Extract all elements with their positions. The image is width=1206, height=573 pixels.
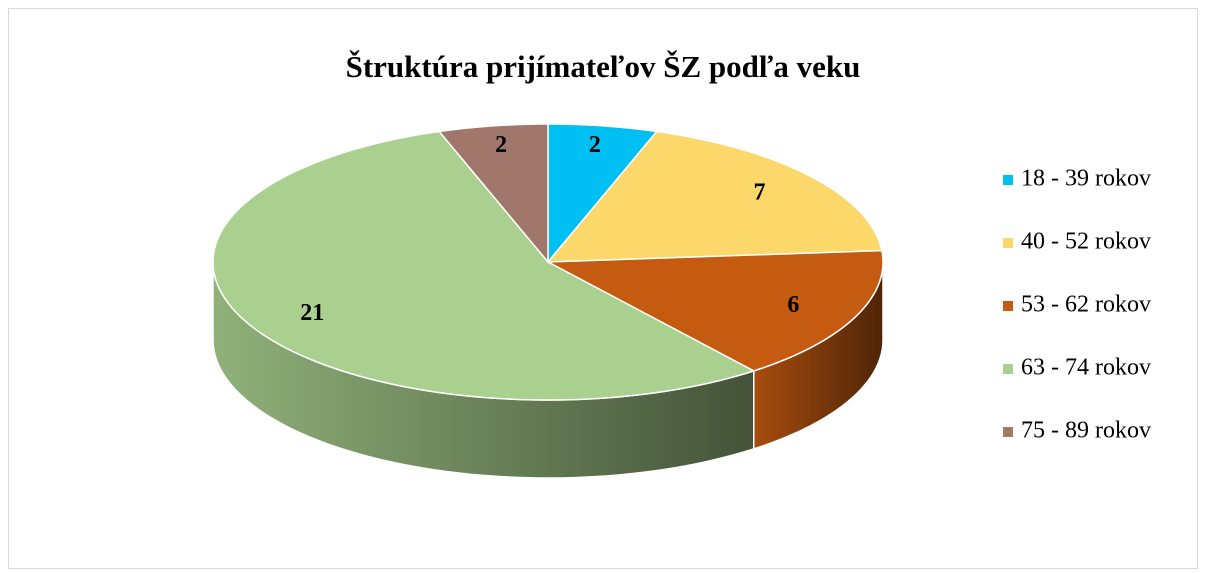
slice xyxy=(545,249,884,372)
legend-label: 53 - 62 rokov xyxy=(1021,292,1151,318)
data-label: 21 xyxy=(300,300,324,326)
legend-label: 40 - 52 rokov xyxy=(1021,229,1151,255)
legend-label: 18 - 39 rokov xyxy=(1021,166,1151,192)
data-label: 2 xyxy=(495,132,507,158)
legend-label: 75 - 89 rokov xyxy=(1021,418,1151,444)
legend-swatch xyxy=(1003,364,1013,374)
slice xyxy=(212,130,756,401)
legend-swatch xyxy=(1003,427,1013,437)
legend-swatch xyxy=(1003,175,1013,185)
legend-swatch xyxy=(1003,301,1013,311)
legend-swatch xyxy=(1003,238,1013,248)
slice xyxy=(437,123,549,265)
data-label: 6 xyxy=(787,292,799,318)
data-label: 2 xyxy=(589,132,601,158)
slice xyxy=(547,123,659,265)
data-label: 7 xyxy=(753,180,765,206)
chart-title: Štruktúra prijímateľov ŠZ podľa veku xyxy=(346,49,861,84)
slice xyxy=(546,130,883,263)
legend-label: 63 - 74 rokov xyxy=(1021,355,1151,381)
